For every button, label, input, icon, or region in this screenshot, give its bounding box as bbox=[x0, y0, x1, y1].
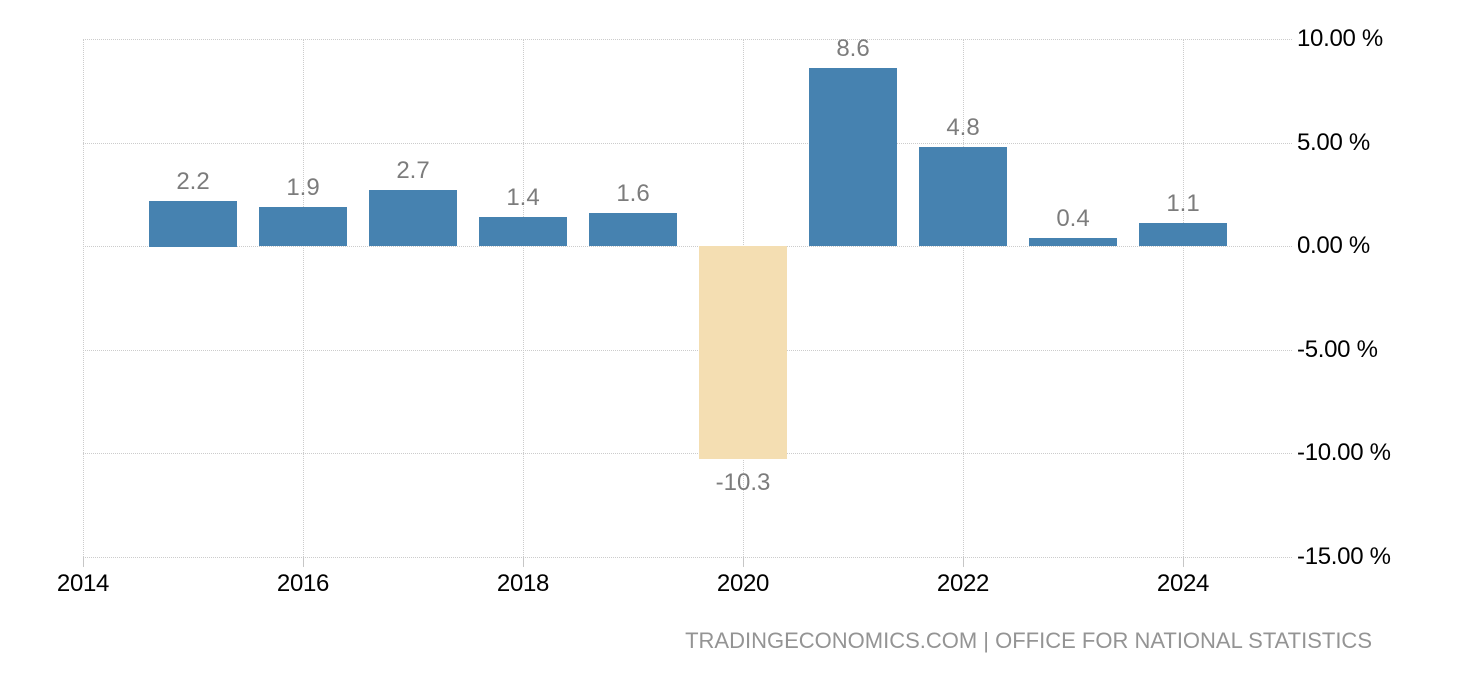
gridline-horizontal bbox=[83, 143, 1292, 144]
x-axis-tick bbox=[83, 557, 84, 567]
bar-value-label: -10.3 bbox=[715, 469, 771, 496]
x-axis-tick bbox=[743, 557, 744, 567]
bar-value-label: 8.6 bbox=[836, 35, 870, 62]
gridline-vertical bbox=[83, 39, 84, 557]
bar-2022[interactable] bbox=[919, 147, 1007, 246]
y-axis-label: 0.00 % bbox=[1297, 232, 1370, 259]
x-axis-label-2018: 2018 bbox=[496, 570, 550, 597]
bar-2016[interactable] bbox=[259, 207, 347, 246]
bar-2024[interactable] bbox=[1139, 223, 1227, 246]
x-axis-label-2014: 2014 bbox=[56, 570, 110, 597]
bar-2023[interactable] bbox=[1029, 238, 1117, 246]
x-axis-tick bbox=[1183, 557, 1184, 567]
bar-value-label: 1.9 bbox=[286, 174, 320, 201]
bar-2015[interactable] bbox=[149, 201, 237, 247]
gridline-vertical bbox=[523, 39, 524, 557]
bar-value-label: 2.7 bbox=[396, 157, 430, 184]
y-axis-label: -5.00 % bbox=[1297, 336, 1378, 363]
y-axis-label: -10.00 % bbox=[1297, 439, 1391, 466]
bar-value-label: 4.8 bbox=[946, 114, 980, 141]
bar-2019[interactable] bbox=[589, 213, 677, 246]
gridline-horizontal bbox=[83, 557, 1292, 558]
x-axis-tick bbox=[303, 557, 304, 567]
bar-2018[interactable] bbox=[479, 217, 567, 246]
bar-value-label: 0.4 bbox=[1056, 205, 1090, 232]
y-axis-label: -15.00 % bbox=[1297, 543, 1391, 570]
x-axis-label-2022: 2022 bbox=[936, 570, 990, 597]
bar-2021[interactable] bbox=[809, 68, 897, 246]
bar-value-label: 1.6 bbox=[616, 180, 650, 207]
gridline-horizontal bbox=[83, 350, 1292, 351]
gridline-vertical bbox=[1183, 39, 1184, 557]
gridline-horizontal bbox=[83, 246, 1292, 247]
y-axis-label: 5.00 % bbox=[1297, 129, 1370, 156]
x-axis-tick bbox=[523, 557, 524, 567]
y-axis-label: 10.00 % bbox=[1297, 25, 1383, 52]
x-axis-label-2020: 2020 bbox=[716, 570, 770, 597]
gridline-vertical bbox=[963, 39, 964, 557]
attribution-text: TRADINGECONOMICS.COM | OFFICE FOR NATION… bbox=[685, 628, 1372, 653]
bar-value-label: 1.4 bbox=[506, 184, 540, 211]
gridline-horizontal bbox=[83, 453, 1292, 454]
chart-plot-area bbox=[83, 39, 1292, 558]
bar-2017[interactable] bbox=[369, 190, 457, 246]
x-axis-label-2016: 2016 bbox=[276, 570, 330, 597]
x-axis-tick bbox=[963, 557, 964, 567]
gridline-vertical bbox=[303, 39, 304, 557]
bar-2020[interactable] bbox=[699, 246, 787, 459]
bar-value-label: 2.2 bbox=[176, 168, 210, 195]
bar-value-label: 1.1 bbox=[1166, 190, 1200, 217]
gridline-horizontal bbox=[83, 39, 1292, 40]
x-axis-label-2024: 2024 bbox=[1156, 570, 1210, 597]
